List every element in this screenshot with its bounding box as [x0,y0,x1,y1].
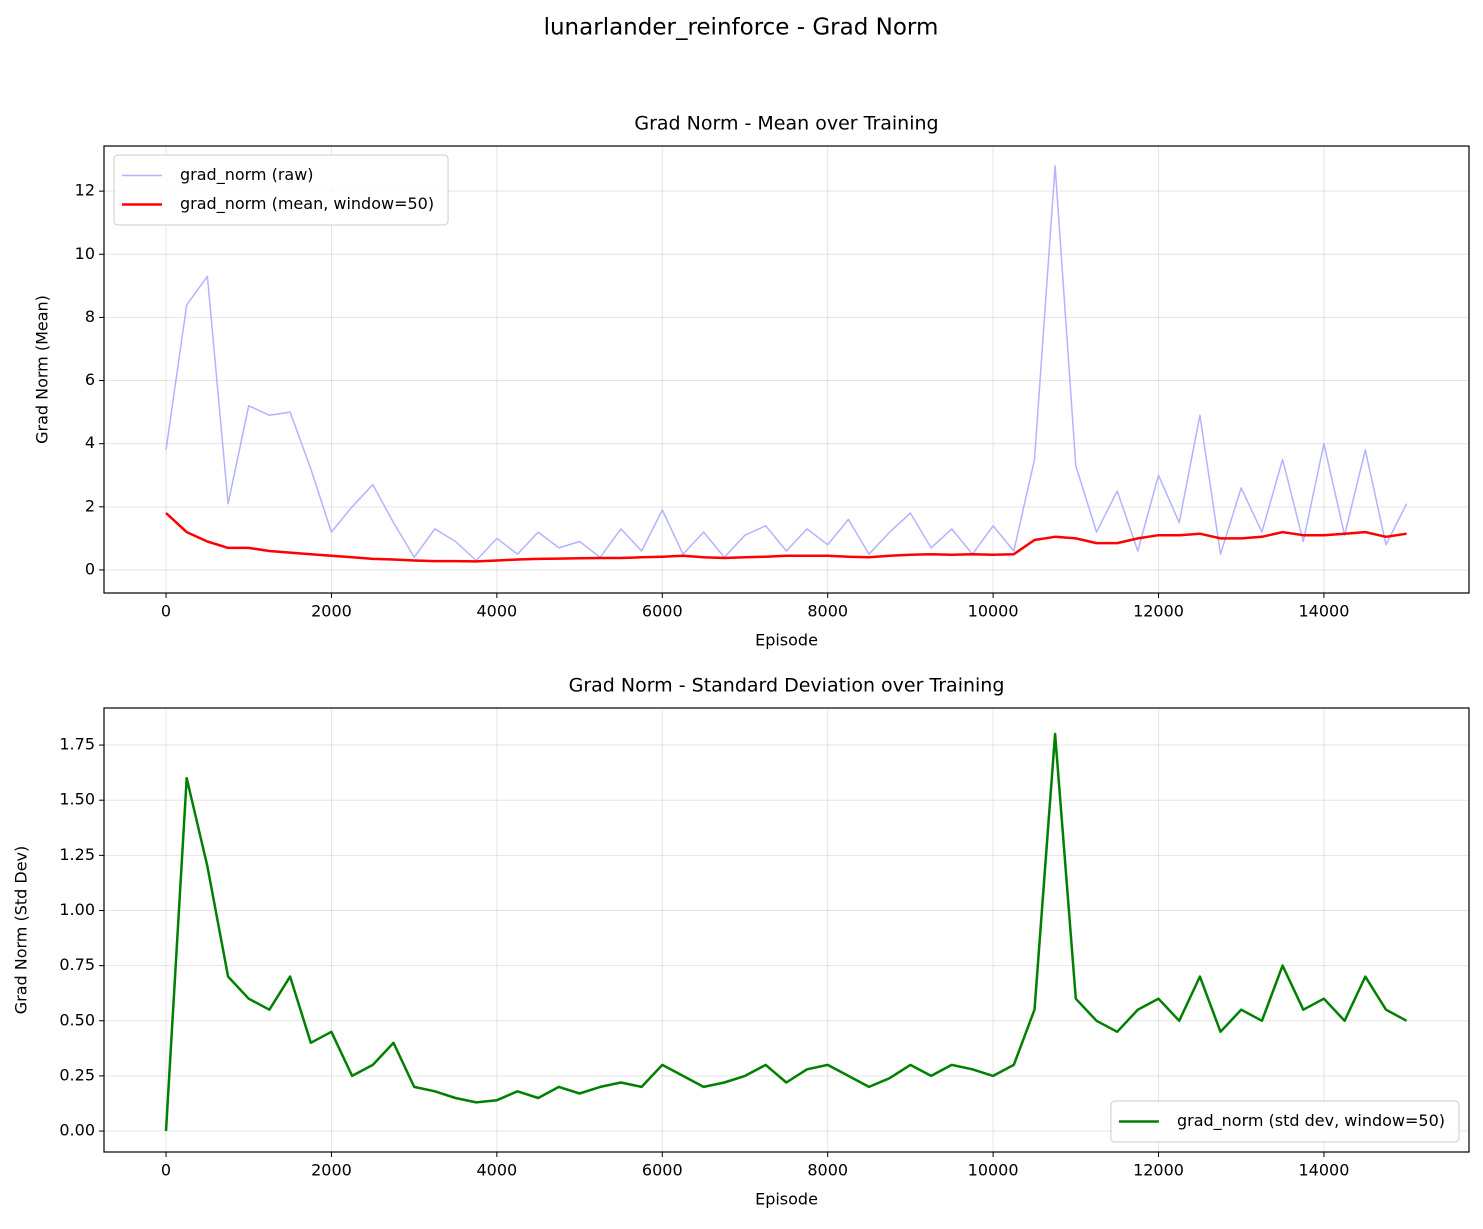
x-tick-label: 4000 [476,602,517,621]
y-tick-label: 0.75 [59,955,95,974]
y-tick-label: 4 [85,433,95,452]
x-tick-label: 0 [161,602,171,621]
y-tick-label: 1.75 [59,735,95,754]
chart-title: Grad Norm - Mean over Training [634,113,938,135]
y-tick-label: 12 [75,181,95,200]
x-tick-label: 4000 [476,1161,517,1180]
x-tick-label: 6000 [642,1161,683,1180]
x-tick-label: 2000 [311,602,352,621]
x-tick-label: 10000 [968,602,1019,621]
x-tick-label: 12000 [1133,1161,1184,1180]
legend-label: grad_norm (raw) [180,165,314,185]
data-line [164,732,1408,1132]
y-tick-label: 1.00 [59,900,95,919]
x-tick-label: 8000 [807,602,848,621]
y-axis-label: Grad Norm (Mean) [33,295,52,444]
y-tick-label: 0 [85,559,95,578]
x-tick-label: 10000 [968,1161,1019,1180]
x-tick-label: 2000 [311,1161,352,1180]
x-axis-label: Episode [755,631,818,650]
x-tick-label: 0 [161,1161,171,1180]
legend-label: grad_norm (mean, window=50) [180,194,434,214]
y-axis-label: Grad Norm (Std Dev) [12,846,31,1015]
legend: grad_norm (std dev, window=50) [1110,1100,1460,1143]
y-tick-label: 0.00 [59,1121,95,1140]
x-tick-label: 14000 [1298,1161,1349,1180]
x-tick-label: 12000 [1133,602,1184,621]
y-tick-label: 2 [85,496,95,515]
plot-frame [103,707,1470,1153]
y-tick-label: 0.25 [59,1065,95,1084]
y-tick-label: 6 [85,370,95,389]
legend-label: grad_norm (std dev, window=50) [1177,1111,1445,1131]
y-tick-label: 0.50 [59,1010,95,1029]
x-axis-label: Episode [755,1190,818,1209]
legend-box [113,154,449,226]
legend: grad_norm (raw) grad_norm (mean, window=5… [113,154,449,226]
x-tick-label: 14000 [1298,602,1349,621]
y-tick-label: 1.50 [59,790,95,809]
plot-frame [103,145,1470,594]
data-line [165,512,1407,563]
y-tick-label: 8 [85,307,95,326]
y-tick-label: 1.25 [59,845,95,864]
x-tick-label: 8000 [807,1161,848,1180]
legend-box [1110,1100,1460,1143]
figure-title: lunarlander_reinforce - Grad Norm [544,15,939,41]
chart-title: Grad Norm - Standard Deviation over Trai… [569,675,1005,697]
data-line [165,165,1408,562]
y-tick-label: 10 [75,244,95,263]
x-tick-label: 6000 [642,602,683,621]
